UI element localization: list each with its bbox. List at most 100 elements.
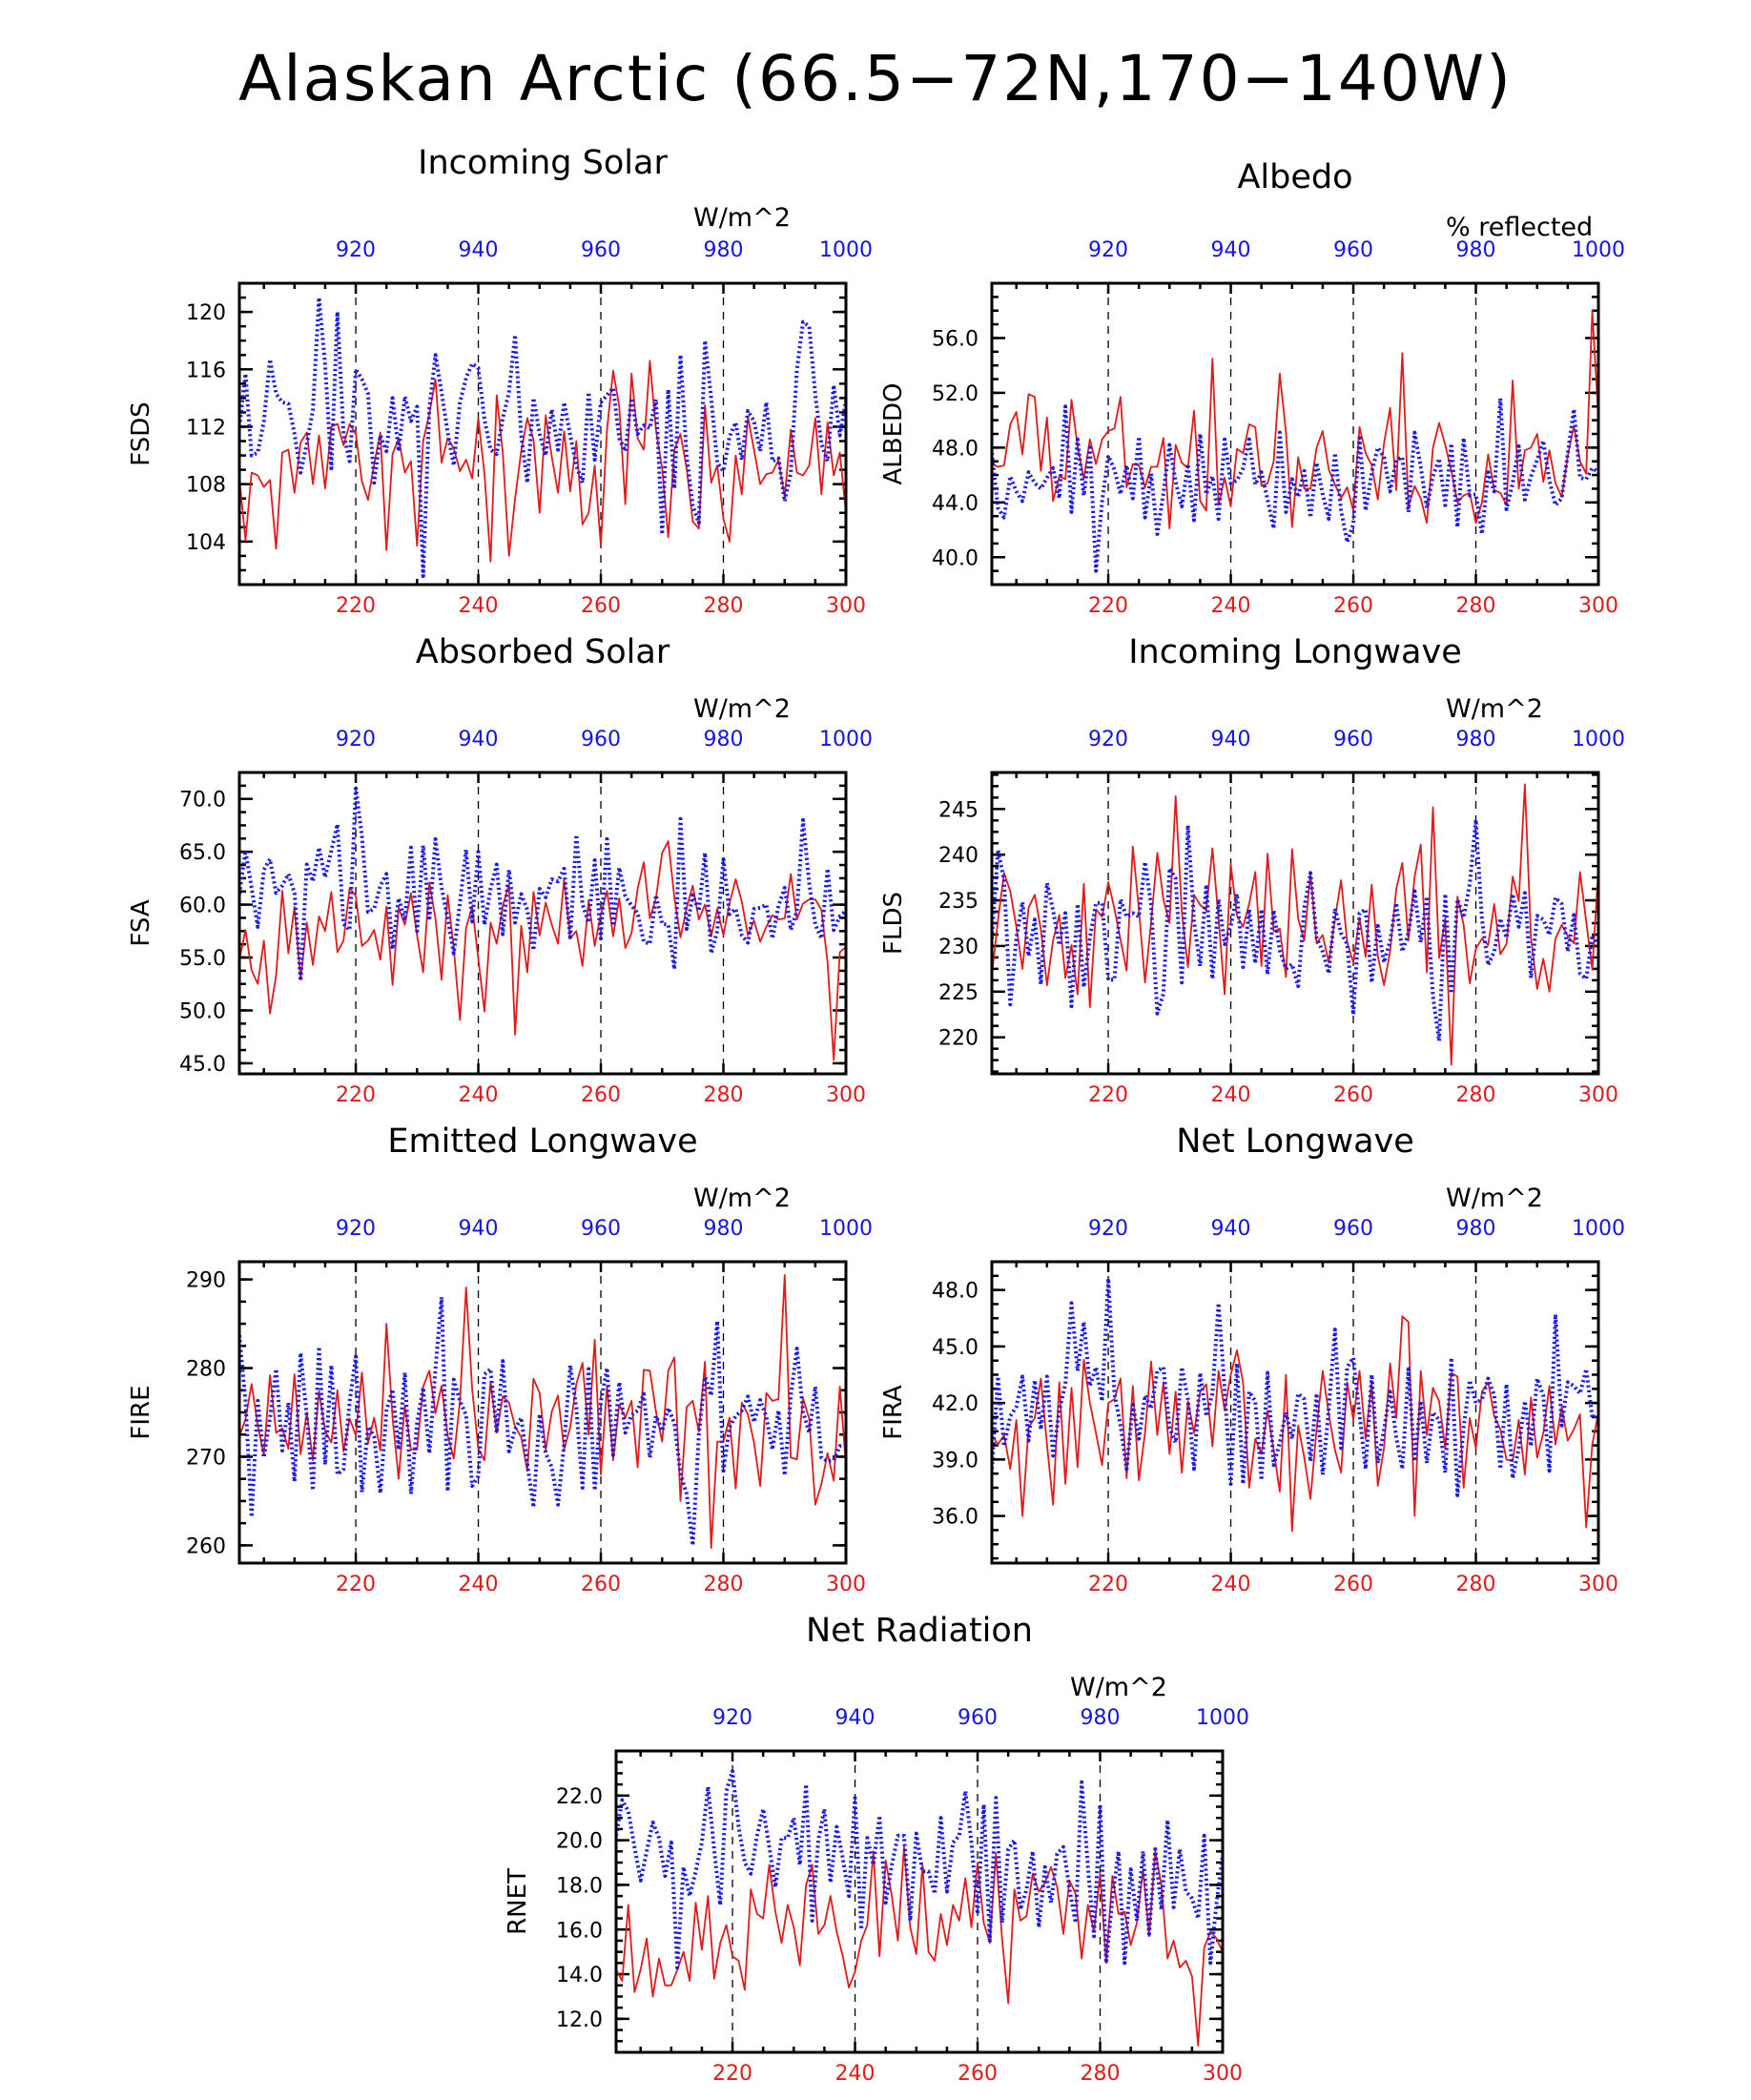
- y-axis-label: ALBEDO: [879, 382, 908, 484]
- plot-frame: [237, 1260, 848, 1565]
- y-tick-label: 235: [938, 890, 978, 914]
- y-tick-label: 45.0: [932, 1336, 978, 1360]
- panel-title: Absorbed Solar: [416, 633, 670, 671]
- top-tick-label: 980: [704, 1217, 744, 1241]
- y-axis-label: RNET: [504, 1868, 532, 1935]
- panel-title: Net Radiation: [806, 1612, 1033, 1650]
- y-tick-label: 260: [186, 1534, 226, 1558]
- top-tick-label: 940: [459, 1217, 499, 1241]
- bottom-tick-label: 300: [826, 1083, 866, 1107]
- y-tick-label: 280: [186, 1358, 226, 1382]
- top-tick-label: 940: [1211, 728, 1251, 751]
- y-tick-label: 12.0: [556, 2008, 603, 2032]
- bottom-tick-label: 260: [1333, 1573, 1373, 1596]
- units-label: W/m^2: [693, 694, 791, 724]
- bottom-tick-label: 220: [1088, 1083, 1128, 1107]
- top-tick-label: 980: [1456, 238, 1496, 262]
- y-tick-label: 60.0: [179, 895, 226, 918]
- y-tick-label: 290: [186, 1269, 226, 1293]
- y-tick-label: 52.0: [932, 382, 978, 406]
- units-label: W/m^2: [693, 203, 791, 233]
- plot-frame: [237, 771, 848, 1076]
- y-axis-label: FSDS: [127, 401, 155, 466]
- top-tick-label: 960: [1333, 1217, 1373, 1241]
- blue-series-line: [239, 1295, 846, 1548]
- top-tick-label: 980: [704, 238, 744, 262]
- y-tick-label: 240: [938, 844, 978, 868]
- bottom-tick-label: 220: [712, 2062, 752, 2086]
- bottom-tick-label: 220: [1088, 1573, 1128, 1596]
- bottom-tick-label: 280: [1456, 594, 1496, 618]
- y-tick-label: 220: [938, 1027, 978, 1051]
- chart-panel-1: Incoming Solar W/m^2 FSDS 220 240 260 280 300 92…: [127, 144, 873, 618]
- bottom-tick-label: 280: [704, 1573, 744, 1596]
- chart-panel-2: Albedo % reflected ALBEDO 220 240 260 280 300 92…: [879, 158, 1625, 618]
- bottom-tick-label: 300: [1578, 1083, 1618, 1107]
- bottom-tick-label: 280: [1081, 2062, 1121, 2086]
- chart-panel-6: Net Longwave W/m^2 FIRA 220 240 260 280 300 920 9…: [879, 1122, 1625, 1596]
- top-tick-label: 1000: [1572, 728, 1625, 751]
- y-tick-label: 16.0: [556, 1919, 603, 1943]
- bottom-tick-label: 220: [336, 1573, 376, 1596]
- units-label: % reflected: [1446, 213, 1593, 242]
- bottom-tick-label: 300: [1203, 2062, 1243, 2086]
- top-tick-label: 1000: [1196, 1706, 1249, 1730]
- y-tick-label: 55.0: [179, 947, 226, 971]
- chart-panel-4: Incoming Longwave W/m^2 FLDS 220 240 260 280 30…: [879, 633, 1625, 1107]
- chart-panel-5: Emitted Longwave W/m^2 FIRE 220 240 260 280 300…: [127, 1122, 873, 1596]
- bottom-tick-label: 260: [958, 2062, 998, 2086]
- y-tick-label: 56.0: [932, 327, 978, 351]
- y-axis-label: FIRA: [879, 1385, 908, 1440]
- blue-series-line: [616, 1769, 1223, 1970]
- red-series-line: [239, 840, 846, 1061]
- figure-title: Alaskan Arctic (66.5−72N,170−140W): [238, 42, 1513, 115]
- plot-frame: [237, 281, 848, 587]
- y-tick-label: 48.0: [932, 437, 978, 461]
- bottom-tick-label: 300: [1578, 594, 1618, 618]
- y-tick-label: 40.0: [932, 546, 978, 570]
- top-tick-label: 940: [1211, 1217, 1251, 1241]
- bottom-tick-label: 280: [1456, 1083, 1496, 1107]
- bottom-tick-label: 240: [1211, 1083, 1251, 1107]
- plot-frame: [990, 1260, 1600, 1565]
- units-label: W/m^2: [693, 1184, 791, 1213]
- y-tick-label: 104: [186, 531, 226, 555]
- bottom-tick-label: 220: [336, 594, 376, 618]
- blue-series-line: [992, 817, 1598, 1043]
- y-tick-label: 112: [186, 416, 226, 440]
- y-tick-label: 14.0: [556, 1964, 603, 1987]
- y-tick-label: 45.0: [179, 1053, 226, 1077]
- y-tick-label: 108: [186, 474, 226, 498]
- blue-series-line: [992, 396, 1598, 573]
- bottom-tick-label: 280: [1456, 1573, 1496, 1596]
- top-tick-label: 920: [336, 728, 376, 751]
- blue-series-line: [992, 1276, 1598, 1497]
- top-tick-label: 1000: [1572, 238, 1625, 262]
- panel-title: Emitted Longwave: [387, 1122, 697, 1161]
- top-tick-label: 1000: [819, 238, 873, 262]
- red-series-line: [616, 1845, 1223, 2047]
- top-tick-label: 920: [1088, 1217, 1128, 1241]
- bottom-tick-label: 260: [581, 1573, 621, 1596]
- bottom-tick-label: 260: [1333, 1083, 1373, 1107]
- units-label: W/m^2: [1446, 1184, 1543, 1213]
- bottom-tick-label: 240: [459, 1083, 499, 1107]
- y-tick-label: 116: [186, 359, 226, 382]
- bottom-tick-label: 260: [1333, 594, 1373, 618]
- top-tick-label: 940: [835, 1706, 876, 1730]
- top-tick-label: 960: [581, 728, 621, 751]
- y-tick-label: 44.0: [932, 492, 978, 516]
- top-tick-label: 980: [1081, 1706, 1121, 1730]
- top-tick-label: 920: [712, 1706, 752, 1730]
- bottom-tick-label: 240: [459, 594, 499, 618]
- bottom-tick-label: 300: [826, 594, 866, 618]
- y-tick-label: 50.0: [179, 999, 226, 1023]
- red-series-line: [239, 1274, 846, 1550]
- blue-series-line: [239, 296, 846, 578]
- red-series-line: [992, 309, 1598, 529]
- bottom-tick-label: 240: [835, 2062, 876, 2086]
- chart-panel-7: Net Radiation W/m^2 RNET 220 240 260 280 300 920…: [504, 1612, 1249, 2086]
- bottom-tick-label: 240: [1211, 594, 1251, 618]
- y-tick-label: 36.0: [932, 1506, 978, 1530]
